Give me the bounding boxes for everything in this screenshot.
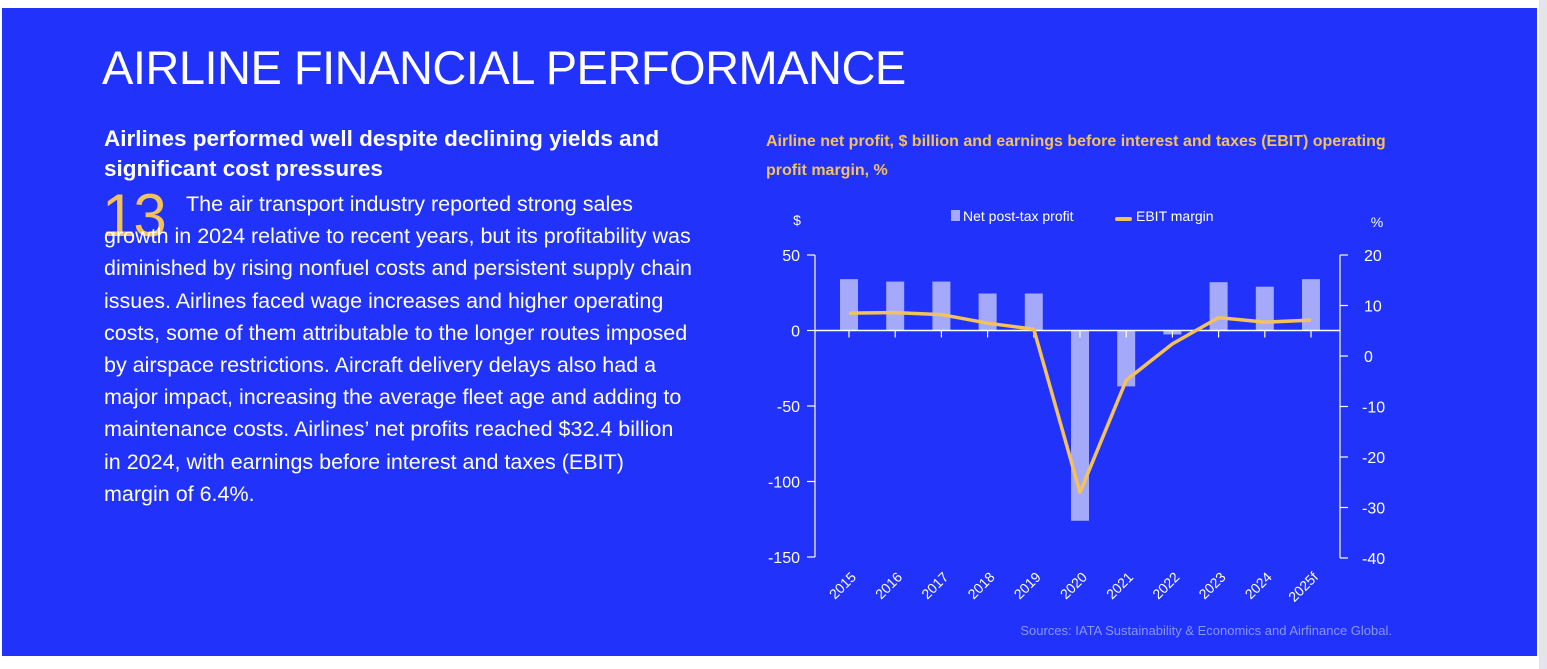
x-axis-label: 2019: [1011, 569, 1044, 602]
left-axis-tick-label: 0: [791, 324, 800, 341]
bar-2015: [840, 279, 858, 331]
x-axis-label: 2018: [964, 569, 997, 602]
bar-2019: [1024, 293, 1043, 331]
right-axis-tick-label: 0: [1364, 349, 1373, 366]
page-title: AIRLINE FINANCIAL PERFORMANCE: [102, 41, 906, 94]
bar-series: [840, 279, 1320, 521]
x-axis-label: 2015: [826, 569, 859, 602]
x-axis-label: 2024: [1242, 569, 1275, 602]
body-text: The air transport industry reported stro…: [104, 192, 692, 506]
infographic-panel: [2, 8, 1537, 656]
bar-2021: [1117, 330, 1136, 387]
bar-2016: [886, 281, 905, 331]
left-axis-tick-label: 50: [782, 248, 800, 265]
legend-label-ebit: EBIT margin: [1136, 208, 1214, 224]
bar-2024: [1255, 286, 1274, 331]
left-axis: 50 0 -50 -100 -150: [768, 248, 816, 567]
scrollbar-track[interactable]: [1539, 0, 1547, 669]
right-axis-tick-label: 20: [1364, 248, 1382, 265]
subheading: Airlines performed well despite declinin…: [104, 126, 660, 181]
right-axis-unit: %: [1371, 214, 1383, 230]
x-axis-label: 2016: [872, 569, 905, 602]
x-axis-label: 2017: [918, 569, 951, 602]
bar-2025f: [1302, 279, 1320, 331]
source-note: Sources: IATA Sustainability & Economics…: [1020, 623, 1392, 638]
right-axis-tick-label: 10: [1364, 299, 1382, 316]
legend-swatch-ebit: [1115, 217, 1132, 221]
right-axis: 20 10 0 -10 -20 -30 -40: [1339, 248, 1385, 568]
x-axis-label: 2021: [1103, 569, 1136, 602]
right-axis-tick-label: -30: [1362, 501, 1385, 518]
x-axis-label: 2025f: [1285, 569, 1321, 605]
left-axis-tick-label: -150: [768, 550, 800, 567]
right-axis-tick-label: -20: [1362, 450, 1385, 467]
x-axis-ticks: [848, 330, 1312, 338]
right-axis-tick-label: -40: [1362, 551, 1385, 568]
x-axis-label: 2022: [1149, 569, 1182, 602]
x-axis-label: 2023: [1195, 569, 1228, 602]
legend-swatch-net-profit: [951, 210, 960, 221]
x-axis-label: 2020: [1057, 569, 1090, 602]
legend: Net post-tax profit EBIT margin: [951, 208, 1214, 224]
left-axis-tick-label: -50: [777, 399, 800, 416]
legend-label-net-profit: Net post-tax profit: [963, 208, 1074, 224]
left-axis-tick-label: -100: [768, 475, 800, 492]
section-number: 13: [102, 182, 167, 249]
right-axis-tick-label: -10: [1362, 400, 1385, 417]
bar-2023: [1209, 282, 1228, 331]
bar-2017: [932, 281, 951, 331]
body-paragraph: The air transport industry reported stro…: [104, 188, 694, 510]
left-axis-unit: $: [793, 212, 801, 228]
chart-title: Airline net profit, $ billion and earnin…: [766, 133, 1386, 179]
